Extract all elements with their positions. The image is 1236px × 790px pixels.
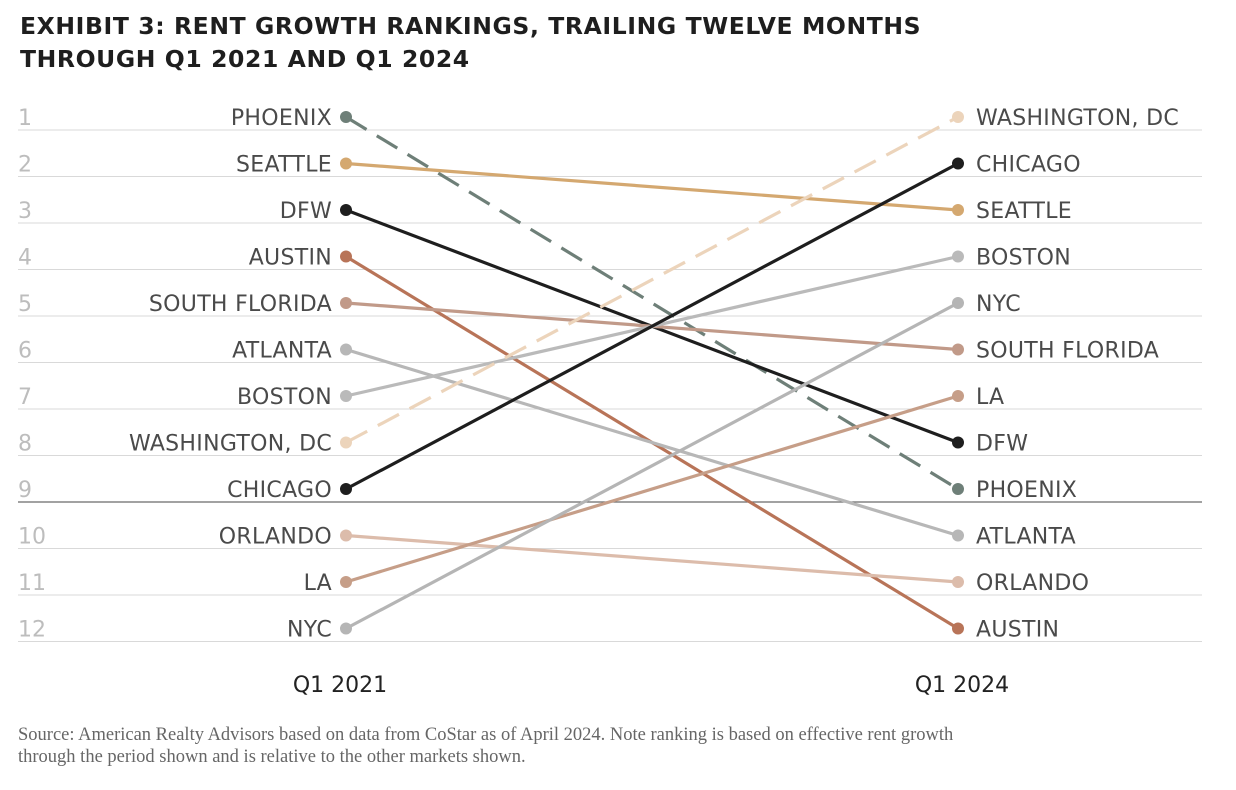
label-q1-2021-dfw: DFW	[280, 199, 332, 224]
label-q1-2024-orlando: ORLANDO	[976, 571, 1089, 596]
point-q1-2024-boston	[952, 250, 964, 263]
series-line-la	[345, 394, 959, 584]
chart-title-line-2: THROUGH Q1 2021 AND Q1 2024	[20, 45, 470, 73]
y-tick-label-4: 4	[18, 246, 32, 271]
grid-layer	[18, 129, 1202, 642]
label-layer: 123456789101112PHOENIXPHOENIXSEATTLESEAT…	[18, 106, 1179, 698]
y-tick-label-10: 10	[18, 525, 46, 550]
point-q1-2021-orlando	[340, 529, 352, 542]
label-q1-2021-boston: BOSTON	[237, 385, 332, 410]
x-label-q1-2021: Q1 2021	[293, 673, 387, 698]
label-q1-2021-atlanta: ATLANTA	[232, 339, 332, 364]
point-q1-2024-dfw	[952, 436, 964, 449]
point-q1-2024-south-florida	[952, 343, 964, 356]
label-q1-2021-chicago: CHICAGO	[227, 478, 332, 503]
point-q1-2021-seattle	[340, 157, 352, 170]
label-q1-2024-nyc: NYC	[976, 292, 1021, 317]
source-note-line-1: Source: American Realty Advisors based o…	[18, 725, 954, 745]
point-q1-2021-chicago	[340, 483, 352, 495]
label-q1-2021-phoenix: PHOENIX	[231, 106, 332, 131]
point-q1-2021-phoenix	[340, 111, 352, 123]
label-q1-2021-washington-dc: WASHINGTON, DC	[129, 432, 332, 457]
label-q1-2024-boston: BOSTON	[976, 246, 1071, 271]
point-q1-2024-nyc	[952, 297, 964, 309]
series-line-layer	[345, 115, 959, 630]
chart-title-line-1: EXHIBIT 3: RENT GROWTH RANKINGS, TRAILIN…	[20, 12, 922, 40]
y-tick-label-6: 6	[18, 339, 32, 364]
label-q1-2024-atlanta: ATLANTA	[976, 525, 1076, 550]
y-tick-label-9: 9	[18, 478, 32, 503]
x-label-q1-2024: Q1 2024	[915, 673, 1009, 698]
label-q1-2024-austin: AUSTIN	[976, 618, 1059, 643]
point-q1-2021-boston	[340, 390, 352, 402]
point-q1-2021-dfw	[340, 204, 352, 216]
point-q1-2024-austin	[952, 622, 964, 635]
point-q1-2024-chicago	[952, 157, 964, 170]
y-tick-label-7: 7	[18, 385, 32, 410]
point-q1-2024-washington-dc	[952, 111, 964, 123]
point-q1-2021-washington-dc	[340, 436, 352, 449]
point-q1-2024-atlanta	[952, 529, 964, 542]
series-line-orlando	[345, 533, 959, 584]
point-q1-2021-austin	[340, 250, 352, 263]
series-line-washington-dc	[345, 115, 959, 444]
label-q1-2024-washington-dc: WASHINGTON, DC	[976, 106, 1179, 131]
label-q1-2021-orlando: ORLANDO	[219, 525, 332, 550]
y-tick-label-1: 1	[18, 106, 32, 131]
label-q1-2024-phoenix: PHOENIX	[976, 478, 1077, 503]
series-line-nyc	[345, 301, 959, 630]
point-q1-2021-south-florida	[340, 297, 352, 309]
y-tick-label-12: 12	[18, 618, 46, 643]
point-q1-2021-atlanta	[340, 343, 352, 356]
y-tick-label-2: 2	[18, 153, 32, 178]
label-q1-2024-dfw: DFW	[976, 432, 1028, 457]
label-q1-2021-seattle: SEATTLE	[236, 153, 332, 178]
point-q1-2024-seattle	[952, 204, 964, 216]
source-note-line-2: through the period shown and is relative…	[18, 747, 526, 767]
label-q1-2021-austin: AUSTIN	[249, 246, 332, 271]
label-q1-2024-seattle: SEATTLE	[976, 199, 1072, 224]
label-q1-2021-la: LA	[304, 571, 332, 596]
y-tick-label-3: 3	[18, 199, 32, 224]
series-line-phoenix	[345, 115, 959, 491]
point-q1-2024-phoenix	[952, 483, 964, 495]
point-q1-2021-la	[340, 576, 352, 588]
point-q1-2024-orlando	[952, 576, 964, 588]
label-q1-2024-la: LA	[976, 385, 1004, 410]
y-tick-label-8: 8	[18, 432, 32, 457]
label-q1-2024-south-florida: SOUTH FLORIDA	[976, 339, 1159, 364]
series-dot-layer	[340, 111, 964, 635]
y-tick-label-5: 5	[18, 292, 32, 317]
point-q1-2024-la	[952, 390, 964, 402]
y-tick-label-11: 11	[18, 571, 46, 596]
point-q1-2021-nyc	[340, 622, 352, 635]
series-line-chicago	[345, 162, 959, 491]
label-q1-2024-chicago: CHICAGO	[976, 153, 1081, 178]
series-line-seattle	[345, 161, 959, 212]
chart-title: EXHIBIT 3: RENT GROWTH RANKINGS, TRAILIN…	[20, 10, 1220, 76]
label-q1-2021-south-florida: SOUTH FLORIDA	[149, 292, 332, 317]
series-line-atlanta	[345, 347, 959, 538]
label-q1-2021-nyc: NYC	[287, 618, 332, 643]
source-note: Source: American Realty Advisors based o…	[18, 724, 1218, 768]
